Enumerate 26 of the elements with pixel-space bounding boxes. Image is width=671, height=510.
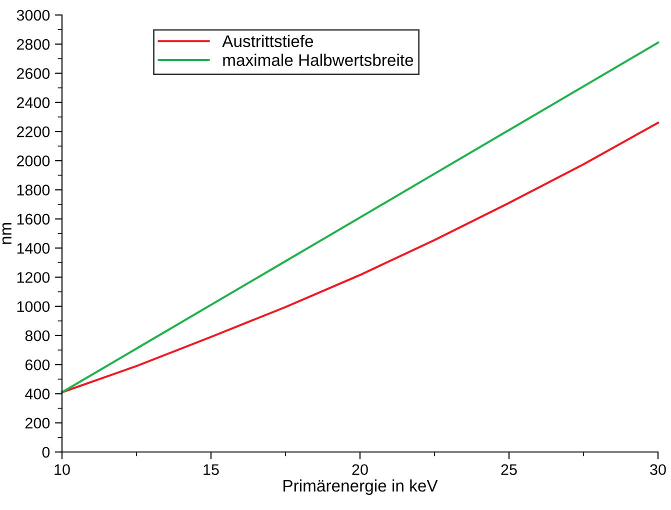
y-tick-label: 800	[25, 330, 50, 342]
x-tick-label: 25	[501, 464, 517, 476]
y-tick-label: 3000	[16, 10, 50, 21]
x-tick-label: 10	[54, 464, 70, 476]
y-tick-label: 600	[25, 359, 50, 370]
y-tick-label: 400	[25, 388, 50, 400]
x-tick-label: 30	[650, 464, 666, 476]
y-tick-label: 1200	[17, 272, 50, 283]
y-tick-label: 2600	[16, 68, 50, 79]
y-tick-label: 200	[25, 418, 50, 429]
x-tick-label: 15	[204, 464, 219, 476]
y-tick-label: 1400	[17, 242, 50, 254]
line-series	[60, 122, 660, 394]
y-tick-label: 2800	[16, 39, 50, 50]
x-tick-label: 20	[352, 464, 368, 476]
x-axis-title: Primärenergie in keV	[284, 479, 438, 495]
y-tick-label: 0	[42, 446, 50, 458]
y-tick-label: 1800	[17, 184, 50, 196]
y-axis-title: nm	[2, 223, 12, 244]
legend-label: Austrittstiefe	[222, 34, 314, 48]
y-tick-label: 1600	[17, 214, 50, 225]
y-tick-label: 2400	[16, 97, 50, 108]
legend-label: maximale Halbwertsbreite	[223, 54, 414, 66]
y-tick-label: 2200	[16, 126, 50, 138]
y-tick-label: 2000	[16, 156, 50, 166]
y-tick-label: 1000	[17, 301, 50, 312]
